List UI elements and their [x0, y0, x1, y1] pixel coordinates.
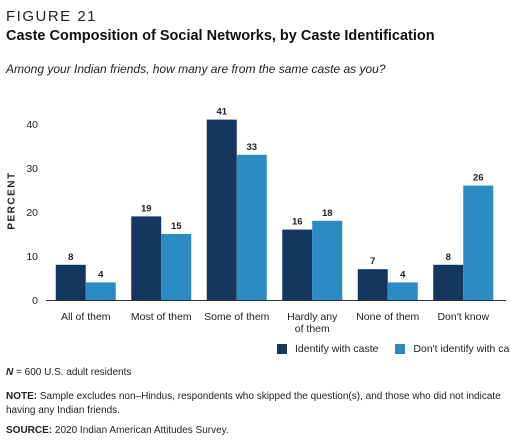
- data-label: 8: [68, 252, 73, 263]
- data-label: 7: [370, 256, 375, 267]
- bar: [131, 216, 162, 300]
- data-label: 18: [322, 208, 333, 219]
- bar: [161, 234, 192, 300]
- data-label: 15: [171, 221, 182, 232]
- x-tick-label: None of them: [356, 311, 419, 323]
- source: SOURCE: 2020 Indian American Attitudes S…: [6, 424, 229, 438]
- sample-size: N = 600 U.S. adult residents: [6, 366, 131, 380]
- legend-label-dont-identify: Don't identify with caste: [413, 343, 510, 355]
- n-symbol: N: [6, 367, 14, 378]
- y-axis-label: PERCENT: [6, 171, 18, 230]
- bar: [55, 264, 86, 300]
- data-label: 4: [400, 269, 406, 280]
- data-label: 16: [292, 217, 303, 228]
- data-label: 19: [141, 203, 152, 214]
- y-tick-label: 30: [26, 163, 38, 175]
- data-label: 8: [446, 252, 451, 263]
- y-tick-label: 10: [26, 251, 38, 263]
- x-tick-label: Hardly any of them: [287, 311, 338, 335]
- bar: [463, 185, 494, 300]
- bar: [433, 264, 464, 300]
- note: NOTE: Sample excludes non–Hindus, respon…: [6, 390, 506, 418]
- bar: [282, 229, 313, 300]
- bar: [85, 282, 116, 300]
- legend-item-identify: Identify with caste: [277, 343, 378, 355]
- figure-label: FIGURE 21: [6, 8, 98, 25]
- source-text: 2020 Indian American Attitudes Survey.: [52, 425, 229, 436]
- data-label: 41: [216, 107, 227, 118]
- x-tick-label: Don't know: [437, 311, 489, 323]
- x-tick-label: Most of them: [131, 311, 192, 323]
- note-text: Sample excludes non–Hindus, respondents …: [6, 391, 501, 416]
- chart-title: Caste Composition of Social Networks, by…: [6, 28, 435, 44]
- bar: [312, 220, 343, 300]
- legend-swatch-identify: [277, 344, 287, 354]
- sample-size-text: = 600 U.S. adult residents: [13, 367, 132, 378]
- x-tick-label: All of them: [61, 311, 111, 323]
- x-tick-label: Some of them: [204, 311, 270, 323]
- bar-chart: 0 10 20 30 40 8 4 19 15 41 33 16 18 7 4 8 26 All of the…: [26, 107, 506, 335]
- bar: [357, 269, 388, 300]
- y-tick-label: 20: [26, 207, 38, 219]
- legend-label-identify: Identify with caste: [295, 343, 379, 355]
- bar: [206, 119, 237, 300]
- y-tick-label: 40: [26, 119, 38, 131]
- data-label: 26: [473, 173, 484, 184]
- legend-item-dont-identify: Don't identify with caste: [395, 343, 510, 355]
- data-label: 33: [246, 142, 257, 153]
- legend-swatch-dont-identify: [395, 344, 406, 354]
- chart-subtitle: Among your Indian friends, how many are …: [6, 62, 386, 76]
- legend: Identify with caste Don't identify with …: [277, 343, 510, 357]
- note-label: NOTE:: [6, 391, 38, 402]
- bar: [387, 282, 418, 300]
- source-label: SOURCE:: [6, 425, 53, 436]
- data-label: 4: [98, 269, 104, 280]
- y-tick-label: 0: [32, 295, 38, 307]
- bar: [236, 154, 267, 300]
